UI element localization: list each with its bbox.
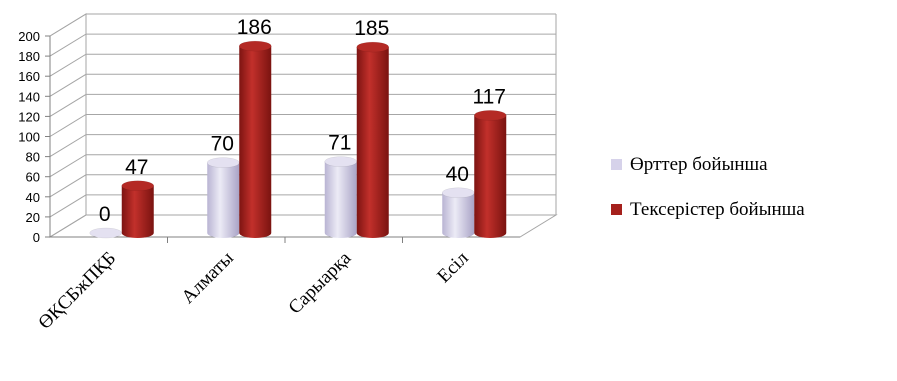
bar-series-1 xyxy=(89,227,122,239)
x-tick-label: Сарыарқа xyxy=(285,247,356,318)
data-labels: 0 70 71 40 47 186 185 117 xyxy=(99,16,506,226)
y-tick-label: 100 xyxy=(18,130,40,145)
y-tick-label: 180 xyxy=(18,49,40,64)
bar-body xyxy=(239,46,272,239)
bar-top xyxy=(356,41,389,53)
y-tick-label: 200 xyxy=(18,29,40,44)
gridline xyxy=(49,134,556,158)
bar-series-1 xyxy=(324,156,357,239)
bar-top xyxy=(207,157,240,168)
bar-body xyxy=(442,192,475,239)
bar-series-2 xyxy=(474,110,507,239)
bar-series-1 xyxy=(207,157,240,239)
bar-series-2 xyxy=(121,180,154,239)
y-tick-label: 140 xyxy=(18,89,40,104)
gridline xyxy=(49,214,556,238)
x-tick-label: Алматы xyxy=(178,248,238,308)
data-label: 71 xyxy=(328,132,351,155)
legend: Өрттер бойынша Тексерістер бойынша xyxy=(611,154,805,220)
y-tick-label: 80 xyxy=(26,150,40,165)
x-tick-label: Есіл xyxy=(433,247,473,287)
data-label: 40 xyxy=(446,163,469,186)
data-label: 0 xyxy=(99,203,111,226)
data-label: 70 xyxy=(211,133,234,156)
legend-label: Тексерістер бойынша xyxy=(630,199,805,220)
gridline xyxy=(49,13,556,37)
bar-body xyxy=(356,47,389,239)
data-label: 117 xyxy=(473,85,506,108)
gridline xyxy=(49,73,556,97)
bar-top xyxy=(324,156,357,167)
gridline xyxy=(49,33,556,57)
y-tick-label: 0 xyxy=(33,230,40,245)
bar-top xyxy=(89,227,122,239)
grid xyxy=(48,13,558,238)
bar-series-2 xyxy=(239,40,272,239)
gridline xyxy=(49,53,556,77)
bar-body xyxy=(474,115,507,239)
bar-series-1 xyxy=(442,187,475,239)
gridline xyxy=(49,194,556,218)
y-tick-label: 20 xyxy=(26,210,40,225)
legend-label: Өрттер бойынша xyxy=(630,154,768,175)
legend-swatch xyxy=(611,204,622,215)
bar-top xyxy=(121,180,154,192)
gridline xyxy=(49,114,556,137)
gridline xyxy=(49,174,556,198)
bars xyxy=(89,40,507,239)
gridline xyxy=(49,154,556,178)
y-tick-label: 120 xyxy=(18,109,40,124)
y-tick-label: 40 xyxy=(26,190,40,205)
legend-swatch xyxy=(611,159,622,170)
bar-body xyxy=(121,185,154,239)
bar-top xyxy=(442,187,475,199)
gridline xyxy=(49,93,556,117)
bar-top xyxy=(239,40,272,52)
data-label: 186 xyxy=(237,16,272,39)
y-tick-label: 160 xyxy=(18,69,40,84)
data-label: 185 xyxy=(354,17,389,40)
bar-body xyxy=(207,162,240,239)
bar-series-2 xyxy=(356,41,389,239)
bar-top xyxy=(474,110,507,121)
bar-body xyxy=(324,161,357,239)
data-label: 47 xyxy=(125,156,148,179)
x-tick-label: ӨҚСБжПҚБ xyxy=(34,248,120,334)
y-tick-label: 60 xyxy=(26,170,40,185)
